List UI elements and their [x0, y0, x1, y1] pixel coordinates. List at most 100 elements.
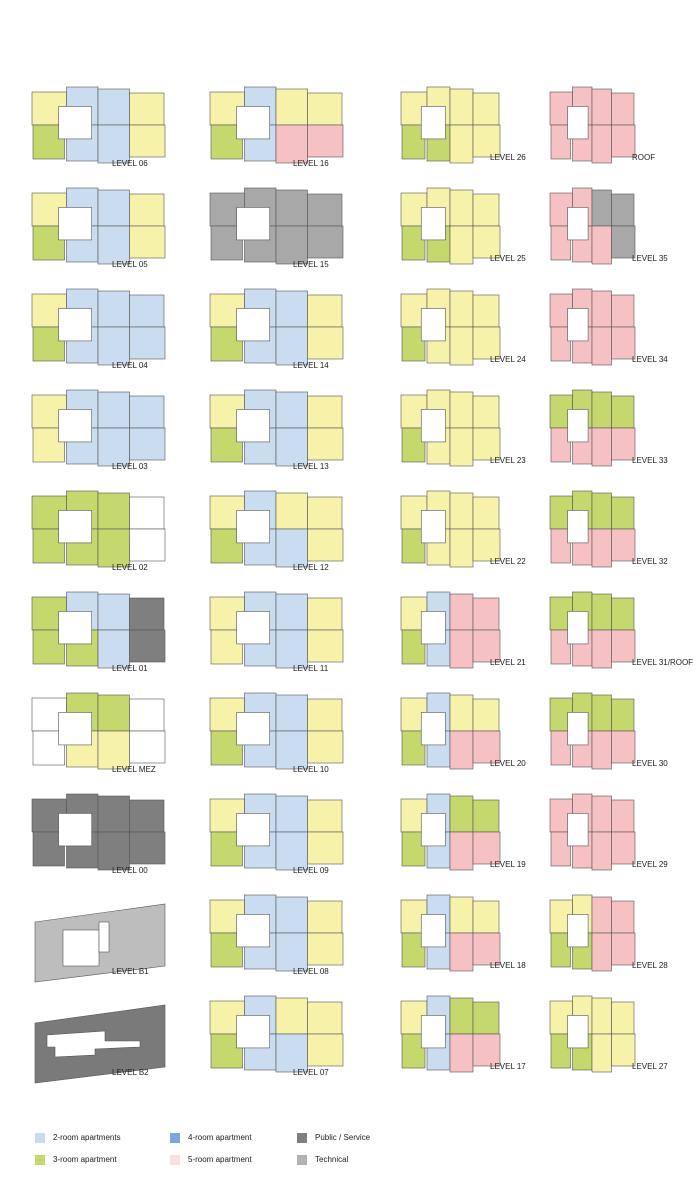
level-label: LEVEL 26: [490, 153, 526, 162]
unit: [472, 496, 500, 530]
unit: [307, 1033, 344, 1067]
unit: [129, 225, 166, 259]
unit: [401, 427, 426, 463]
unit: [275, 528, 308, 568]
legend-label: Public / Service: [315, 1133, 371, 1142]
legend-label: 3-room apartment: [53, 1155, 117, 1164]
legend-label: Technical: [315, 1155, 349, 1164]
level-label: LEVEL 11: [293, 664, 329, 673]
unit: [472, 294, 500, 328]
void: [46, 1030, 141, 1058]
level-label: LEVEL 20: [490, 759, 526, 768]
unit: [449, 88, 474, 126]
courtyard: [236, 409, 271, 443]
unit: [472, 900, 500, 934]
unit: [275, 831, 308, 871]
unit: [611, 427, 636, 461]
unit: [32, 528, 65, 564]
floor-plan: [549, 793, 636, 871]
unit: [307, 528, 344, 562]
floor-plan: [549, 288, 636, 366]
unit: [611, 193, 635, 227]
courtyard: [58, 510, 93, 544]
unit: [449, 225, 474, 265]
unit: [275, 326, 308, 366]
unit: [307, 326, 344, 360]
floor-plan: [209, 288, 344, 366]
floor-plan: [209, 894, 344, 972]
unit: [97, 528, 130, 568]
unit: [611, 799, 635, 833]
unit: [129, 698, 165, 732]
unit: [449, 997, 474, 1035]
unit: [472, 698, 500, 732]
legend-swatch: [297, 1155, 307, 1165]
floor-plan: [549, 187, 636, 265]
level-label: ROOF: [632, 153, 655, 162]
courtyard: [567, 409, 589, 443]
courtyard: [236, 712, 271, 746]
unit: [449, 629, 474, 669]
legend-label: 5-room apartment: [188, 1155, 252, 1164]
unit: [97, 88, 130, 126]
unit: [129, 528, 166, 562]
floor-plan: [31, 389, 166, 467]
floor-plan: [34, 1004, 166, 1084]
level-label: LEVEL 05: [112, 260, 148, 269]
floor-plan: [549, 692, 636, 770]
unit: [472, 629, 501, 663]
unit: [401, 225, 426, 261]
unit: [97, 831, 130, 871]
courtyard: [567, 308, 589, 342]
unit: [591, 896, 612, 934]
unit: [591, 932, 612, 972]
unit: [472, 1033, 501, 1067]
unit: [472, 597, 500, 631]
unit: [591, 427, 612, 467]
level-label: LEVEL 35: [632, 254, 668, 263]
floor-plan: [549, 894, 636, 972]
unit: [611, 528, 636, 562]
floor-plan: [209, 793, 344, 871]
unit: [129, 92, 165, 126]
unit: [449, 326, 474, 366]
unit: [591, 730, 612, 770]
unit: [97, 326, 130, 366]
courtyard: [567, 914, 589, 948]
floor-plan: [209, 389, 344, 467]
floor-plan: [400, 389, 501, 467]
courtyard: [420, 106, 446, 140]
unit: [307, 124, 344, 158]
unit: [472, 799, 500, 833]
unit: [129, 597, 165, 631]
level-label: LEVEL 18: [490, 961, 526, 970]
courtyard: [58, 813, 93, 847]
unit: [591, 997, 612, 1035]
void: [62, 929, 100, 967]
unit: [275, 593, 308, 631]
level-label: LEVEL 34: [632, 355, 668, 364]
floor-plan: [31, 187, 166, 265]
unit: [401, 629, 426, 665]
courtyard: [236, 106, 271, 140]
courtyard: [420, 611, 446, 645]
level-label: LEVEL 06: [112, 159, 148, 168]
level-label: LEVEL 13: [293, 462, 329, 471]
level-label: LEVEL 23: [490, 456, 526, 465]
level-label: LEVEL 00: [112, 866, 148, 875]
unit: [307, 698, 343, 732]
unit: [401, 124, 426, 160]
unit: [129, 831, 166, 865]
courtyard: [567, 510, 589, 544]
unit: [275, 629, 308, 669]
courtyard: [567, 712, 589, 746]
unit: [97, 795, 130, 833]
unit: [275, 391, 308, 429]
unit: [550, 629, 571, 665]
unit: [307, 932, 344, 966]
unit: [591, 189, 612, 227]
floor-plan: [31, 591, 166, 669]
unit: [129, 427, 166, 461]
courtyard: [236, 611, 271, 645]
legend-swatch: [297, 1133, 307, 1143]
